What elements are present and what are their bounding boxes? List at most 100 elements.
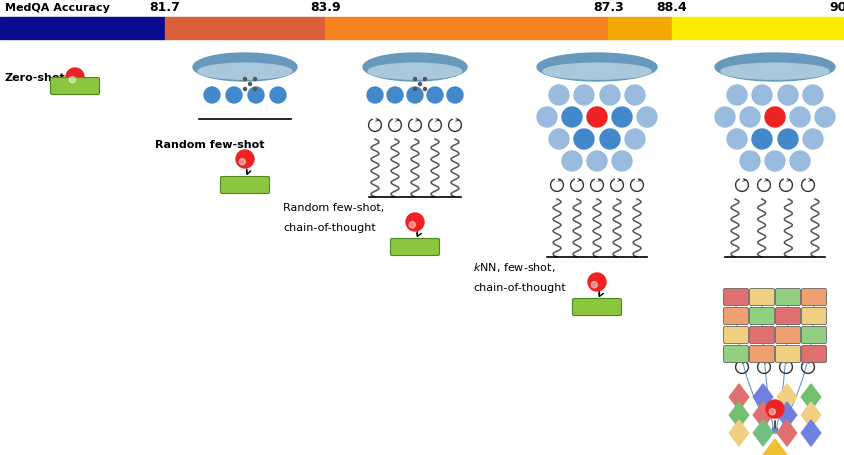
Ellipse shape xyxy=(543,64,650,80)
FancyBboxPatch shape xyxy=(801,346,825,363)
FancyBboxPatch shape xyxy=(775,289,799,306)
Polygon shape xyxy=(752,384,771,410)
FancyBboxPatch shape xyxy=(801,308,825,325)
Circle shape xyxy=(611,108,631,128)
FancyBboxPatch shape xyxy=(390,239,439,256)
Circle shape xyxy=(235,151,254,169)
FancyBboxPatch shape xyxy=(749,308,774,325)
FancyBboxPatch shape xyxy=(51,78,100,95)
Circle shape xyxy=(413,88,416,91)
FancyBboxPatch shape xyxy=(722,346,748,363)
Ellipse shape xyxy=(714,54,834,82)
Circle shape xyxy=(814,108,834,128)
Circle shape xyxy=(418,83,421,86)
FancyBboxPatch shape xyxy=(775,327,799,344)
Circle shape xyxy=(253,78,257,81)
Circle shape xyxy=(802,86,822,106)
Circle shape xyxy=(714,108,734,128)
Circle shape xyxy=(739,152,759,172)
Circle shape xyxy=(405,213,424,232)
Circle shape xyxy=(789,152,809,172)
Text: 81.7: 81.7 xyxy=(149,1,180,14)
Circle shape xyxy=(789,108,809,128)
Circle shape xyxy=(253,88,257,91)
Circle shape xyxy=(625,130,644,150)
Bar xyxy=(0,18,165,40)
Circle shape xyxy=(537,108,556,128)
Text: $k$NN, few-shot,: $k$NN, few-shot, xyxy=(473,261,555,274)
Text: 83.9: 83.9 xyxy=(310,1,340,14)
Circle shape xyxy=(726,86,746,106)
FancyBboxPatch shape xyxy=(220,177,269,194)
Circle shape xyxy=(625,86,644,106)
Polygon shape xyxy=(728,384,748,410)
Circle shape xyxy=(413,78,416,81)
Circle shape xyxy=(764,108,784,128)
Circle shape xyxy=(66,69,84,87)
Circle shape xyxy=(573,86,593,106)
Circle shape xyxy=(764,152,784,172)
Polygon shape xyxy=(800,420,820,446)
Circle shape xyxy=(248,83,252,86)
Circle shape xyxy=(611,152,631,172)
Bar xyxy=(671,18,844,40)
Circle shape xyxy=(726,130,746,150)
Bar xyxy=(325,18,608,40)
Ellipse shape xyxy=(198,64,291,80)
Text: Zero-shot: Zero-shot xyxy=(5,73,66,83)
Circle shape xyxy=(573,130,593,150)
Circle shape xyxy=(751,86,771,106)
Ellipse shape xyxy=(363,54,467,82)
Circle shape xyxy=(766,400,783,418)
Circle shape xyxy=(387,88,403,104)
FancyBboxPatch shape xyxy=(572,299,621,316)
FancyBboxPatch shape xyxy=(775,308,799,325)
Polygon shape xyxy=(752,420,771,446)
FancyBboxPatch shape xyxy=(722,289,748,306)
Polygon shape xyxy=(728,420,748,446)
Circle shape xyxy=(408,222,415,228)
FancyBboxPatch shape xyxy=(722,308,748,325)
Polygon shape xyxy=(728,402,748,428)
Circle shape xyxy=(636,108,657,128)
Text: Random few-shot,: Random few-shot, xyxy=(283,202,384,212)
Circle shape xyxy=(739,108,759,128)
Text: 90.2: 90.2 xyxy=(829,1,844,14)
Text: chain-of-thought: chain-of-thought xyxy=(473,283,565,293)
Circle shape xyxy=(423,78,426,81)
Circle shape xyxy=(446,88,463,104)
Ellipse shape xyxy=(192,54,296,82)
Ellipse shape xyxy=(368,64,462,80)
FancyBboxPatch shape xyxy=(775,346,799,363)
Circle shape xyxy=(768,409,775,415)
Circle shape xyxy=(549,86,568,106)
FancyBboxPatch shape xyxy=(801,289,825,306)
Circle shape xyxy=(802,130,822,150)
FancyBboxPatch shape xyxy=(722,327,748,344)
FancyBboxPatch shape xyxy=(749,346,774,363)
Circle shape xyxy=(239,159,245,166)
Circle shape xyxy=(203,88,219,104)
Polygon shape xyxy=(760,439,787,455)
Circle shape xyxy=(599,86,619,106)
Polygon shape xyxy=(776,402,796,428)
Bar xyxy=(165,18,325,40)
Circle shape xyxy=(243,88,246,91)
Circle shape xyxy=(225,88,241,104)
Text: MedQA Accuracy: MedQA Accuracy xyxy=(5,3,110,13)
Circle shape xyxy=(587,152,606,172)
Bar xyxy=(608,18,671,40)
Polygon shape xyxy=(752,402,771,428)
FancyBboxPatch shape xyxy=(749,289,774,306)
Ellipse shape xyxy=(720,64,828,80)
Polygon shape xyxy=(800,384,820,410)
Circle shape xyxy=(270,88,285,104)
Polygon shape xyxy=(776,384,796,410)
FancyBboxPatch shape xyxy=(749,327,774,344)
Text: 87.3: 87.3 xyxy=(592,1,623,14)
Polygon shape xyxy=(800,402,820,428)
Circle shape xyxy=(561,108,582,128)
Text: Random few-shot: Random few-shot xyxy=(154,140,264,150)
Text: chain-of-thought: chain-of-thought xyxy=(283,222,376,233)
Polygon shape xyxy=(776,420,796,446)
